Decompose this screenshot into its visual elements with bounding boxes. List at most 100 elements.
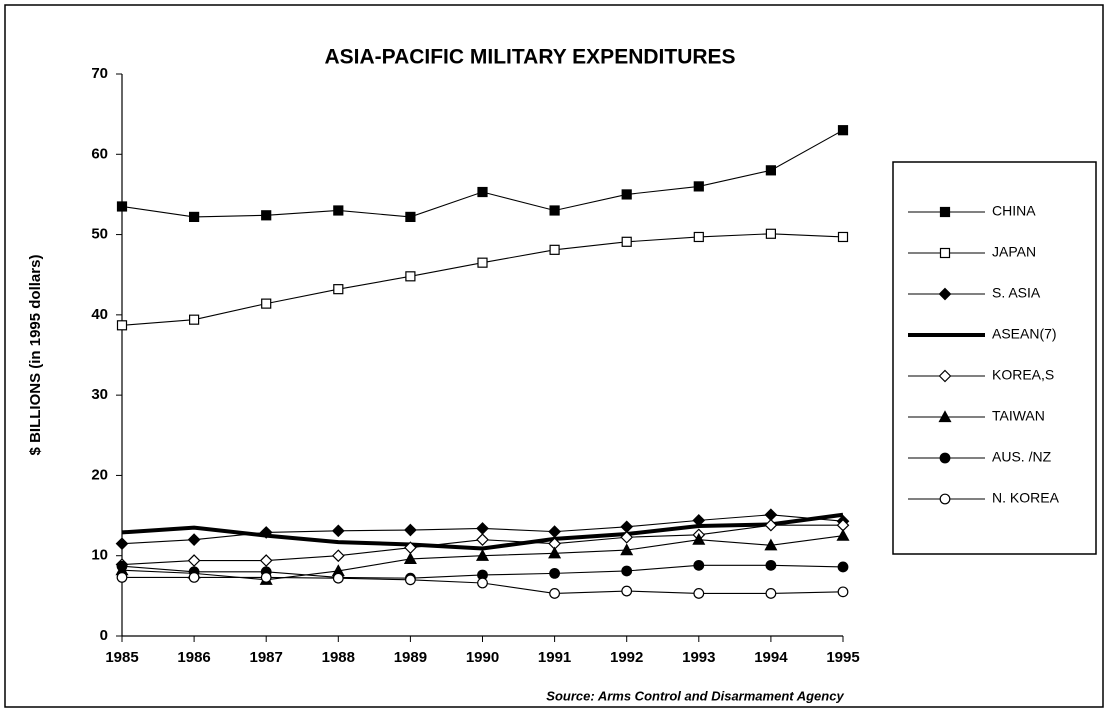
marker <box>765 228 777 239</box>
x-tick-label: 1990 <box>466 649 499 666</box>
marker <box>549 567 560 579</box>
marker <box>765 559 777 571</box>
x-tick-label: 1985 <box>105 649 138 666</box>
marker <box>405 574 416 586</box>
marker <box>404 523 417 537</box>
series-line <box>121 512 844 551</box>
marker <box>837 231 849 243</box>
legend-label: N. KOREA <box>992 490 1060 506</box>
y-tick-label: 60 <box>91 145 108 162</box>
marker <box>621 565 633 577</box>
marker <box>188 571 200 583</box>
marker <box>764 508 778 522</box>
series-line <box>121 233 844 326</box>
y-tick-label: 30 <box>91 386 108 403</box>
marker <box>476 522 489 535</box>
marker <box>549 244 560 255</box>
marker <box>477 186 488 198</box>
legend-label: JAPAN <box>992 244 1036 260</box>
marker <box>764 538 778 551</box>
legend-marker <box>939 247 951 259</box>
marker <box>621 585 633 597</box>
marker <box>476 533 489 547</box>
source-note: Source: Arms Control and Disarmament Age… <box>546 688 844 703</box>
x-tick-label: 1987 <box>250 649 283 666</box>
marker <box>837 586 849 598</box>
marker <box>116 560 128 572</box>
marker <box>187 533 201 547</box>
y-tick-label: 70 <box>91 65 108 82</box>
marker <box>331 549 345 563</box>
marker <box>764 518 778 532</box>
x-tick-label: 1992 <box>610 649 643 666</box>
legend-label: S. ASIA <box>992 285 1041 301</box>
legend-marker <box>939 452 951 464</box>
marker <box>477 577 488 589</box>
marker <box>189 314 200 325</box>
marker <box>331 524 345 538</box>
marker <box>549 588 560 599</box>
legend-label: AUS. /NZ <box>992 449 1052 465</box>
x-tick-label: 1993 <box>682 649 715 666</box>
marker <box>693 231 704 243</box>
marker <box>477 257 488 268</box>
legend-marker <box>938 410 952 423</box>
marker <box>475 548 490 561</box>
y-tick-label: 0 <box>100 627 108 644</box>
marker <box>692 532 706 545</box>
marker <box>621 189 632 200</box>
marker <box>620 530 634 544</box>
y-tick-label: 10 <box>91 547 108 564</box>
frame <box>4 4 1104 708</box>
marker <box>620 543 634 556</box>
legend-label: CHINA <box>992 203 1036 219</box>
marker <box>837 125 849 136</box>
y-axis-label: $ BILLIONS (in 1995 dollars) <box>27 255 44 456</box>
marker <box>549 205 560 216</box>
marker <box>765 165 777 176</box>
marker <box>405 211 416 223</box>
x-tick-label: 1989 <box>394 649 427 666</box>
x-tick-label: 1994 <box>754 649 788 666</box>
chart-title: ASIA-PACIFIC MILITARY EXPENDITURES <box>324 46 735 69</box>
legend-label: ASEAN(7) <box>992 326 1057 342</box>
x-tick-label: 1986 <box>177 649 210 666</box>
y-tick-label: 50 <box>91 226 108 243</box>
legend-marker <box>939 493 951 505</box>
x-tick-label: 1995 <box>826 649 859 666</box>
marker <box>333 205 344 216</box>
legend-marker <box>939 206 951 218</box>
marker <box>403 552 417 565</box>
marker <box>693 559 705 571</box>
marker <box>621 236 632 247</box>
legend-marker <box>938 369 952 383</box>
x-tick-label: 1988 <box>322 649 355 666</box>
y-tick-label: 20 <box>91 466 108 483</box>
marker <box>693 588 705 599</box>
marker <box>116 201 128 212</box>
legend-label: TAIWAN <box>992 408 1045 424</box>
x-tick-label: 1991 <box>538 649 571 666</box>
marker <box>116 571 128 583</box>
marker <box>405 271 416 282</box>
legend-label: KOREA,S <box>992 367 1054 383</box>
marker <box>836 528 850 541</box>
marker <box>187 554 201 567</box>
marker <box>548 546 562 559</box>
marker <box>693 181 704 192</box>
marker <box>259 554 273 567</box>
marker <box>115 537 129 551</box>
marker <box>260 571 272 583</box>
series-line <box>121 129 844 218</box>
marker <box>261 298 272 309</box>
marker <box>261 210 272 221</box>
marker <box>765 588 777 599</box>
marker <box>189 211 200 223</box>
marker <box>333 284 344 295</box>
marker <box>620 520 634 534</box>
y-tick-label: 40 <box>91 306 108 323</box>
marker <box>116 320 128 331</box>
marker <box>332 572 344 584</box>
marker <box>548 525 561 538</box>
legend-box <box>892 161 1097 555</box>
